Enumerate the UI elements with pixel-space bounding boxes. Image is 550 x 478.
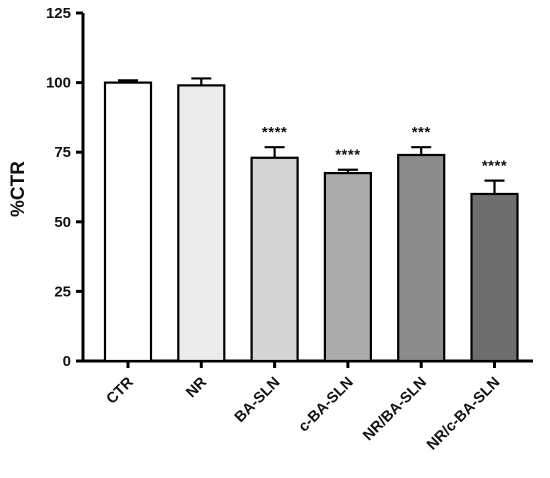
bar-nr	[177, 84, 226, 363]
significance-label: ***	[412, 124, 431, 141]
y-tick-label: 100	[46, 75, 71, 92]
bar-nr-ba-sln	[397, 153, 446, 363]
axes	[76, 11, 533, 368]
bar-c-ba-sln	[323, 171, 372, 363]
significance-label: ****	[335, 147, 360, 164]
bar-nr-c-ba-sln	[470, 192, 519, 363]
significance-label: ****	[482, 158, 507, 175]
x-tick-label: BA-SLN	[231, 374, 283, 426]
x-tick-label: NR/BA-SLN	[360, 374, 430, 444]
bar-ba-sln	[250, 156, 299, 363]
y-tick-label: 50	[54, 214, 71, 231]
y-tick-label: 25	[54, 283, 71, 300]
y-tick-label: 125	[46, 5, 71, 22]
y-axis-label: %CTR	[8, 161, 29, 217]
x-tick-label: CTR	[103, 374, 137, 408]
bar-ctr	[103, 81, 153, 363]
y-tick-label: 0	[63, 353, 71, 370]
significance-label: ****	[262, 124, 287, 141]
x-tick-label: c-BA-SLN	[295, 374, 357, 436]
x-tick-label: NR	[183, 374, 210, 401]
y-tick-label: 75	[54, 144, 71, 161]
x-tick-label: NR/c-BA-SLN	[424, 374, 504, 454]
bars	[103, 77, 519, 363]
